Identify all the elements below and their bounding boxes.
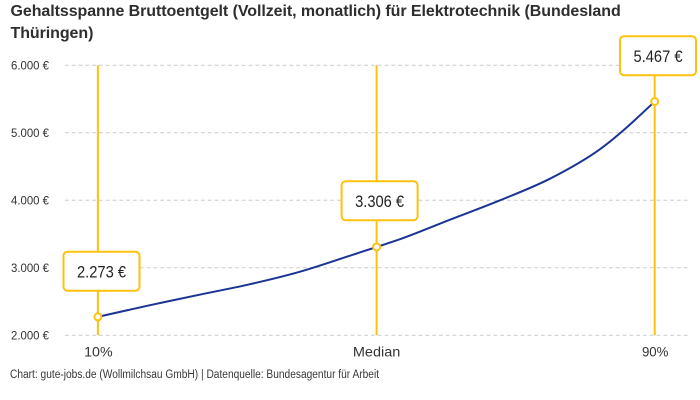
svg-text:3.000 €: 3.000 € <box>11 261 49 275</box>
svg-text:5.000 €: 5.000 € <box>11 126 49 140</box>
svg-text:10%: 10% <box>84 344 113 360</box>
svg-text:2.273 €: 2.273 € <box>77 263 126 282</box>
svg-text:4.000 €: 4.000 € <box>11 194 49 208</box>
svg-text:3.306 €: 3.306 € <box>355 192 404 211</box>
svg-text:90%: 90% <box>642 344 669 360</box>
svg-text:Median: Median <box>353 344 401 360</box>
svg-text:6.000 €: 6.000 € <box>11 59 49 73</box>
svg-text:5.467 €: 5.467 € <box>634 47 683 66</box>
svg-text:2.000 €: 2.000 € <box>11 329 49 343</box>
